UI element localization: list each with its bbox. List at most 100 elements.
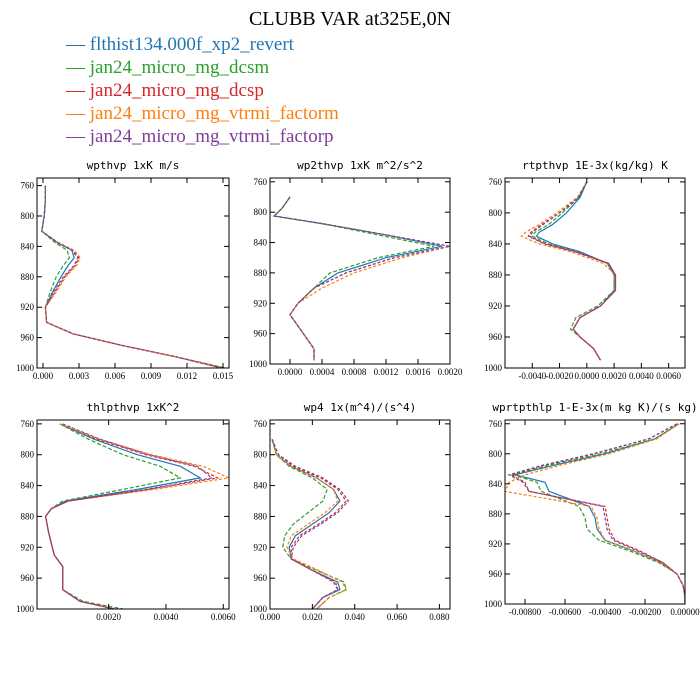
y-tick-label: 1000	[484, 363, 503, 373]
x-tick-label: 0.00000	[670, 607, 700, 617]
x-tick-label: 0.0060	[211, 612, 236, 622]
x-tick-label: 0.020	[302, 612, 323, 622]
legend-entry: — jan24_micro_mg_vtrmi_factorp	[65, 126, 334, 147]
y-tick-label: 840	[21, 241, 35, 251]
y-tick-label: 920	[489, 301, 503, 311]
y-tick-label: 760	[254, 419, 268, 429]
legend-label: jan24_micro_mg_dcsm	[89, 57, 270, 78]
panel-title: wpthvp 1xK m/s	[87, 159, 180, 172]
y-tick-label: 920	[489, 539, 503, 549]
x-tick-label: 0.060	[387, 612, 408, 622]
y-tick-label: 800	[254, 207, 268, 217]
x-tick-label: 0.0004	[310, 367, 335, 377]
y-tick-label: 760	[254, 177, 268, 187]
x-tick-label: 0.003	[69, 371, 90, 381]
series-line	[272, 196, 443, 361]
y-tick-label: 1000	[484, 599, 503, 609]
x-tick-label: 0.0040	[629, 371, 654, 381]
series-line	[271, 439, 350, 609]
y-tick-label: 840	[489, 239, 503, 249]
y-tick-label: 960	[489, 332, 503, 342]
y-tick-label: 920	[254, 298, 268, 308]
x-tick-label: 0.0020	[602, 371, 627, 381]
series-line	[531, 181, 615, 361]
series-line	[272, 196, 450, 361]
series-line	[41, 185, 221, 368]
series-line	[520, 181, 617, 361]
y-tick-label: 880	[254, 268, 268, 278]
series-line	[272, 196, 450, 361]
panel-title: thlpthvp 1xK^2	[87, 401, 180, 414]
y-tick-label: 1000	[249, 604, 268, 614]
chart-panel: rtpthvp 1E-3x(kg/kg) K 760 800 840 880 920 960…	[484, 159, 686, 381]
legend-marker: —	[65, 80, 86, 101]
y-tick-label: 920	[254, 542, 268, 552]
series-line	[271, 439, 348, 609]
y-tick-label: 960	[21, 573, 35, 583]
y-tick-label: 1000	[16, 363, 35, 373]
y-tick-label: 920	[21, 542, 35, 552]
plot-frame	[269, 419, 451, 610]
x-tick-label: 0.080	[429, 612, 450, 622]
y-tick-label: 880	[489, 509, 503, 519]
panel-title: rtpthvp 1E-3x(kg/kg) K	[522, 159, 668, 172]
x-tick-label: -0.00200	[629, 607, 662, 617]
y-tick-label: 880	[21, 272, 35, 282]
y-tick-label: 760	[21, 181, 35, 191]
x-tick-label: 0.0000	[574, 371, 599, 381]
y-tick-label: 760	[489, 419, 503, 429]
y-tick-label: 960	[254, 329, 268, 339]
x-tick-label: 0.0000	[278, 367, 303, 377]
series-line	[514, 423, 685, 604]
series-line	[44, 423, 182, 609]
plot-frame	[36, 177, 230, 369]
legend-marker: —	[65, 103, 86, 124]
series-line	[44, 423, 220, 609]
legend: — flthist134.000f_xp2_revert— jan24_micr…	[65, 34, 339, 147]
y-tick-label: 1000	[16, 604, 35, 614]
panel-title: wp4 1x(m^4)/(s^4)	[304, 401, 417, 414]
y-tick-label: 840	[21, 481, 35, 491]
y-tick-label: 880	[254, 511, 268, 521]
y-tick-label: 800	[489, 208, 503, 218]
legend-label: flthist134.000f_xp2_revert	[90, 34, 295, 55]
series-line	[272, 196, 450, 361]
series-line	[510, 423, 685, 604]
y-tick-label: 960	[254, 573, 268, 583]
series-line	[271, 439, 341, 609]
y-tick-label: 800	[254, 450, 268, 460]
chart-panel: wprtpthlp 1-E-3x(m kg K)/(s kg) 760 800 840…	[484, 401, 700, 617]
legend-entry: — flthist134.000f_xp2_revert	[65, 34, 295, 55]
x-tick-label: 0.0020	[438, 367, 463, 377]
x-tick-label: 0.000	[260, 612, 281, 622]
y-tick-label: 880	[21, 511, 35, 521]
x-tick-label: -0.0040	[518, 371, 546, 381]
legend-entry: — jan24_micro_mg_vtrmi_factorm	[65, 103, 339, 124]
plot-frame	[36, 419, 230, 610]
x-tick-label: 0.006	[105, 371, 126, 381]
y-tick-label: 840	[254, 238, 268, 248]
y-tick-label: 760	[21, 419, 35, 429]
legend-label: jan24_micro_mg_vtrmi_factorp	[89, 126, 334, 147]
chart-panel: wpthvp 1xK m/s76080084088092096010000.00…	[16, 159, 234, 381]
legend-marker: —	[65, 57, 86, 78]
x-tick-label: 0.015	[213, 371, 234, 381]
series-line	[41, 185, 222, 368]
legend-marker: —	[65, 126, 86, 147]
x-tick-label: 0.0040	[154, 612, 179, 622]
series-line	[528, 181, 617, 361]
legend-entry: — jan24_micro_mg_dcsm	[65, 57, 269, 78]
x-tick-label: 0.012	[177, 371, 197, 381]
series-line	[507, 423, 685, 604]
x-tick-label: 0.009	[141, 371, 162, 381]
x-tick-label: 0.040	[345, 612, 366, 622]
series-line	[44, 423, 214, 609]
legend-marker: —	[65, 34, 86, 55]
plot-frame	[504, 177, 686, 369]
x-tick-label: 0.000	[33, 371, 54, 381]
y-tick-label: 960	[21, 333, 35, 343]
y-tick-label: 840	[489, 479, 503, 489]
x-tick-label: -0.0020	[546, 371, 574, 381]
y-tick-label: 760	[489, 177, 503, 187]
